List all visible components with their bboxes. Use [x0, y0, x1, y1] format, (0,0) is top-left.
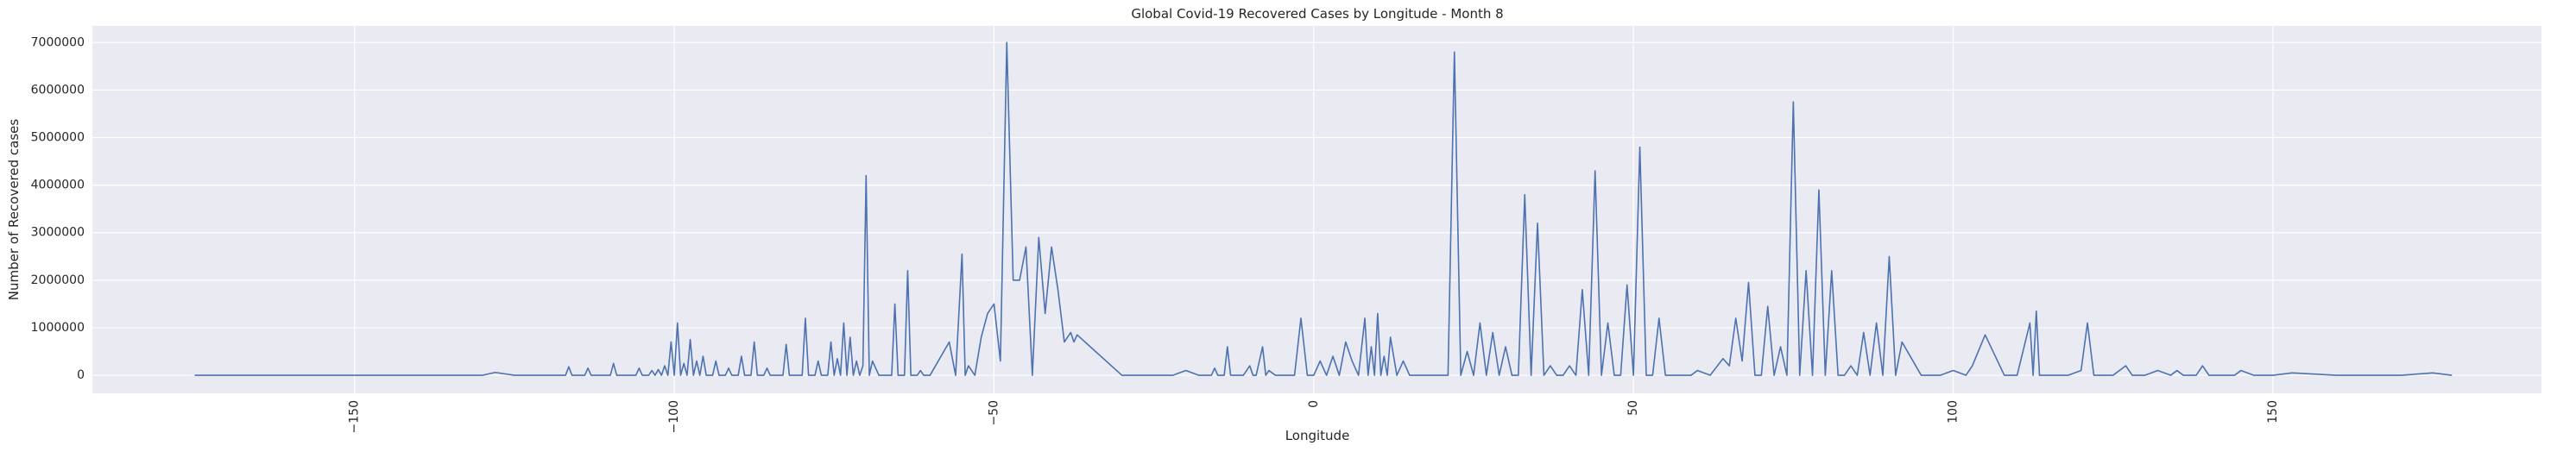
x-axis-label: Longitude: [1285, 428, 1350, 443]
x-tick-label: −50: [987, 400, 1001, 426]
y-tick-label: 3000000: [31, 226, 85, 240]
series-line: [194, 41, 2453, 376]
y-tick-label: 5000000: [31, 131, 85, 145]
chart-title: Global Covid-19 Recovered Cases by Longi…: [1131, 6, 1503, 22]
y-tick-label: 6000000: [31, 83, 85, 97]
x-axis-ticks: −150 −100 −50 0 50 100 150: [348, 400, 2280, 433]
plot-area: [92, 26, 2541, 393]
y-tick-label: 0: [77, 368, 85, 382]
x-tick-label: −100: [667, 400, 681, 433]
x-tick-label: −150: [348, 400, 362, 433]
y-axis-ticks: 0 1000000 2000000 3000000 4000000 5000000 6000…: [31, 35, 85, 382]
x-tick-label: 150: [2266, 400, 2280, 424]
y-tick-label: 1000000: [31, 321, 85, 335]
y-axis-label: Number of Recovered cases: [6, 119, 22, 301]
y-tick-label: 2000000: [31, 273, 85, 287]
x-tick-label: 100: [1947, 400, 1960, 424]
y-tick-label: 7000000: [31, 35, 85, 49]
x-tick-label: 50: [1626, 400, 1640, 416]
y-tick-label: 4000000: [31, 179, 85, 192]
x-tick-label: 0: [1307, 400, 1321, 408]
gridlines: [92, 26, 2541, 393]
